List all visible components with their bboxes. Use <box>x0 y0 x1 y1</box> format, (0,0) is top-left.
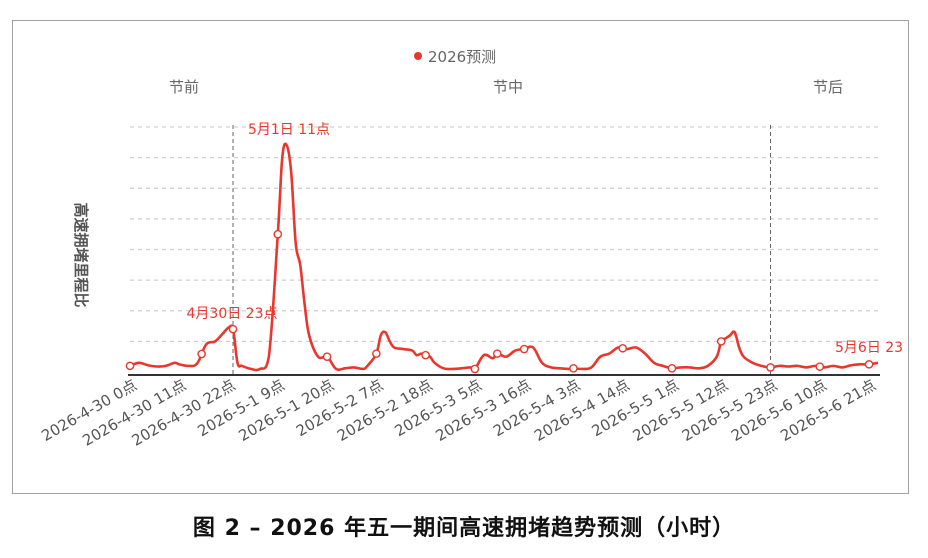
data-label: 5月6日 23 <box>835 340 903 356</box>
data-label: 5月1日 11点 <box>248 122 330 138</box>
data-point <box>519 344 529 354</box>
chart-frame <box>12 20 909 494</box>
figure-caption: 图 2 – 2026 年五一期间高速拥堵趋势预测（小时） <box>192 516 736 541</box>
period-label: 节后 <box>813 78 843 96</box>
data-point <box>667 364 677 373</box>
data-point <box>716 337 726 346</box>
data-point <box>228 324 238 334</box>
data-point <box>125 361 135 371</box>
series-line <box>129 142 879 372</box>
series-markers <box>125 229 874 374</box>
y-axis-label: 高速拥堵里程比 <box>72 202 90 307</box>
data-label: 4月30日 23点 <box>187 306 278 322</box>
legend: 2026预测 <box>414 48 496 66</box>
period-label: 节前 <box>169 78 199 96</box>
legend-marker <box>414 52 422 60</box>
data-point <box>569 364 578 373</box>
data-point <box>421 350 430 360</box>
period-labels: 节前 节中 节后 <box>169 78 843 96</box>
legend-label: 2026预测 <box>428 48 496 66</box>
data-point <box>470 364 480 374</box>
data-point <box>492 349 502 358</box>
data-point <box>372 349 381 358</box>
data-point <box>815 362 825 371</box>
period-label: 节中 <box>493 78 523 96</box>
data-point <box>273 229 283 239</box>
data-point <box>618 343 627 353</box>
data-point <box>197 349 206 359</box>
annotations: 4月30日 23点 5月1日 11点 5月6日 23 <box>187 122 904 356</box>
series-2026 <box>129 142 879 372</box>
data-point <box>766 363 775 372</box>
data-point <box>864 360 874 369</box>
data-point <box>322 352 332 361</box>
